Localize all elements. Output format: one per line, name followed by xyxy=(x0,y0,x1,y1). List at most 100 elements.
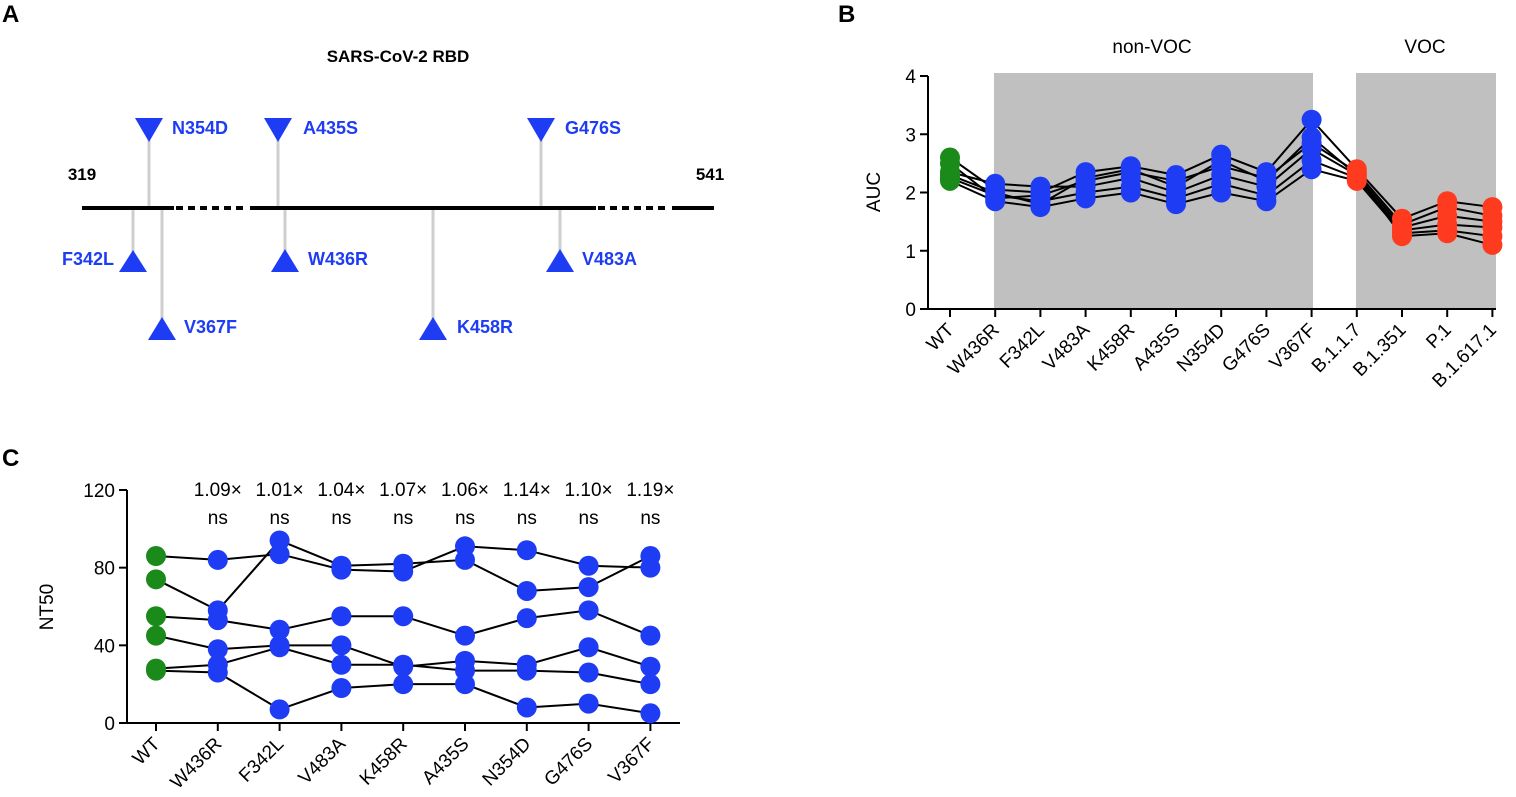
data-point xyxy=(146,660,166,681)
significance-label: ns xyxy=(270,508,290,529)
data-point xyxy=(516,660,537,681)
data-point xyxy=(331,606,352,627)
up-triangle-icon xyxy=(546,249,574,272)
down-triangle-icon xyxy=(135,118,163,142)
x-tick-label: V483A xyxy=(1039,319,1094,374)
fold-change-label: 1.19× xyxy=(626,480,674,501)
y-tick-label: 2 xyxy=(905,184,916,205)
data-point xyxy=(146,606,166,627)
x-tick-label: F342L xyxy=(235,734,288,787)
data-point xyxy=(146,546,166,567)
data-point xyxy=(578,600,599,621)
mutation-f342l: F342L xyxy=(62,210,147,272)
mutation-g476s: G476S xyxy=(527,118,621,206)
data-point xyxy=(578,637,599,658)
up-triangle-icon xyxy=(119,250,147,272)
x-tick-label: W436R xyxy=(944,320,1004,380)
data-point xyxy=(516,608,537,629)
data-point xyxy=(1301,109,1322,130)
voc-region xyxy=(1356,73,1496,310)
data-point xyxy=(1211,182,1232,203)
significance-label: ns xyxy=(393,508,413,529)
data-point xyxy=(1301,159,1322,180)
data-point xyxy=(269,530,290,551)
panel-a-letter: A xyxy=(2,1,19,28)
mutation-n354d: N354D xyxy=(135,118,228,206)
data-point xyxy=(1030,194,1051,215)
data-point xyxy=(985,182,1006,203)
x-tick-label: K458R xyxy=(1083,320,1139,376)
fold-change-label: 1.04× xyxy=(317,480,365,501)
y-tick-label: 1 xyxy=(905,242,916,263)
data-point xyxy=(1482,234,1503,255)
data-point xyxy=(1030,176,1051,197)
significance-label: ns xyxy=(579,508,599,529)
down-triangle-icon xyxy=(527,118,555,142)
up-triangle-icon xyxy=(419,317,447,340)
data-point xyxy=(269,637,290,658)
nt50-annotations: 1.09× 1.01× 1.04× 1.07× 1.06× 1.14× 1.10× 1.19×… xyxy=(194,480,675,529)
voc-label: VOC xyxy=(1404,37,1445,58)
data-point xyxy=(207,610,228,631)
fold-change-label: 1.09× xyxy=(194,480,242,501)
mutation-v367f: V367F xyxy=(148,210,237,340)
data-point xyxy=(1437,223,1458,244)
x-tick-label: A435S xyxy=(1129,320,1184,375)
data-point xyxy=(640,703,661,724)
data-point xyxy=(640,674,661,695)
data-point xyxy=(1166,194,1186,215)
data-point xyxy=(1075,167,1096,188)
data-point xyxy=(393,654,414,675)
auc-points xyxy=(940,109,1503,255)
x-tick-label: K458R xyxy=(356,734,412,790)
significance-label: ns xyxy=(208,508,228,529)
fold-change-label: 1.14× xyxy=(503,480,551,501)
y-tick-label: 40 xyxy=(94,636,115,657)
mutation-label: F342L xyxy=(62,249,114,269)
x-tick-label: N354D xyxy=(479,734,536,791)
y-tick-label: 4 xyxy=(905,67,916,88)
rbd-end-label: 541 xyxy=(696,165,724,184)
x-tick-label: A435S xyxy=(418,734,473,789)
data-point xyxy=(1120,182,1141,203)
mutation-v483a: V483A xyxy=(546,210,637,272)
significance-label: ns xyxy=(640,508,660,529)
x-tick-label: N354D xyxy=(1173,320,1230,377)
data-point xyxy=(393,674,414,695)
data-point xyxy=(455,674,475,695)
data-point xyxy=(331,654,352,675)
data-point xyxy=(331,555,352,576)
down-triangle-icon xyxy=(264,118,292,142)
data-point xyxy=(640,625,661,646)
data-point xyxy=(640,656,661,677)
nt50-y-label: NT50 xyxy=(37,584,58,630)
data-point xyxy=(640,546,661,567)
y-tick-label: 80 xyxy=(94,559,115,580)
data-point xyxy=(516,540,537,561)
significance-label: ns xyxy=(331,508,351,529)
panel-b: B non-VOC VOC 0 1 2 3 4 WTW436RF342LV483AK458… xyxy=(838,1,1503,392)
data-point xyxy=(1166,176,1186,197)
fold-change-label: 1.06× xyxy=(441,480,489,501)
panel-b-letter: B xyxy=(838,1,855,28)
mutation-label: G476S xyxy=(565,118,621,138)
data-point xyxy=(1075,188,1096,209)
data-point xyxy=(207,639,228,660)
data-point xyxy=(207,549,228,570)
mutation-w436r: W436R xyxy=(271,210,368,272)
mutation-label: N354D xyxy=(172,118,228,138)
up-triangle-icon xyxy=(148,317,176,340)
y-tick-label: 0 xyxy=(905,300,916,321)
data-point xyxy=(1301,127,1322,148)
data-point xyxy=(393,553,414,574)
mutation-label: K458R xyxy=(457,317,513,337)
data-point xyxy=(1120,159,1141,180)
panel-c-letter: C xyxy=(2,445,19,472)
data-point xyxy=(578,662,599,683)
auc-y-label: AUC xyxy=(864,172,885,212)
x-tick-label: G476S xyxy=(540,734,597,791)
rbd-start-label: 319 xyxy=(68,165,96,184)
mutation-k458r: K458R xyxy=(419,210,513,340)
data-point xyxy=(1346,165,1367,186)
